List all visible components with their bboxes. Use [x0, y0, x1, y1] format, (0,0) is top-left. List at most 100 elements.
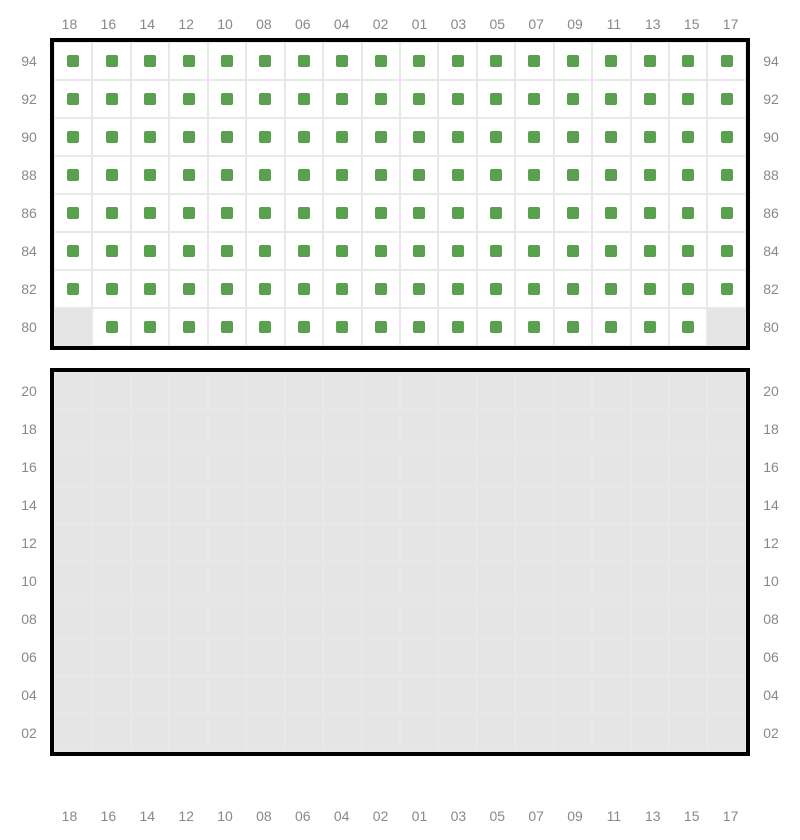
seat-available[interactable] [54, 232, 92, 270]
seat-available[interactable] [285, 270, 323, 308]
seat-available[interactable] [323, 270, 361, 308]
seat-available[interactable] [246, 80, 284, 118]
seat-available[interactable] [362, 42, 400, 80]
seat-available[interactable] [438, 194, 476, 232]
seat-available[interactable] [169, 156, 207, 194]
seat-available[interactable] [477, 194, 515, 232]
seat-available[interactable] [285, 232, 323, 270]
seat-available[interactable] [54, 118, 92, 156]
seat-available[interactable] [246, 270, 284, 308]
seat-available[interactable] [92, 156, 130, 194]
seat-available[interactable] [631, 42, 669, 80]
seat-available[interactable] [477, 118, 515, 156]
seat-available[interactable] [438, 308, 476, 346]
seat-available[interactable] [362, 156, 400, 194]
seat-available[interactable] [515, 308, 553, 346]
seat-available[interactable] [631, 80, 669, 118]
seat-available[interactable] [285, 194, 323, 232]
seat-available[interactable] [400, 118, 438, 156]
seat-available[interactable] [707, 80, 745, 118]
seat-available[interactable] [707, 42, 745, 80]
seat-available[interactable] [362, 308, 400, 346]
seat-available[interactable] [438, 42, 476, 80]
seat-available[interactable] [285, 80, 323, 118]
seat-available[interactable] [208, 80, 246, 118]
seat-available[interactable] [169, 232, 207, 270]
seat-available[interactable] [131, 42, 169, 80]
seat-available[interactable] [669, 42, 707, 80]
seat-available[interactable] [54, 42, 92, 80]
seat-available[interactable] [669, 80, 707, 118]
seat-available[interactable] [362, 232, 400, 270]
seat-available[interactable] [362, 194, 400, 232]
seat-available[interactable] [477, 308, 515, 346]
seat-available[interactable] [169, 194, 207, 232]
seat-available[interactable] [707, 156, 745, 194]
seat-available[interactable] [669, 308, 707, 346]
seat-available[interactable] [246, 156, 284, 194]
seat-available[interactable] [323, 232, 361, 270]
seat-available[interactable] [92, 80, 130, 118]
seat-available[interactable] [92, 42, 130, 80]
seat-available[interactable] [208, 194, 246, 232]
seat-available[interactable] [515, 80, 553, 118]
seat-available[interactable] [554, 156, 592, 194]
seat-available[interactable] [707, 270, 745, 308]
seat-available[interactable] [707, 118, 745, 156]
seat-available[interactable] [54, 270, 92, 308]
seat-available[interactable] [131, 270, 169, 308]
seat-available[interactable] [131, 118, 169, 156]
seat-available[interactable] [169, 118, 207, 156]
seat-available[interactable] [477, 156, 515, 194]
seat-available[interactable] [631, 118, 669, 156]
seat-available[interactable] [515, 156, 553, 194]
seat-available[interactable] [477, 42, 515, 80]
seat-available[interactable] [592, 118, 630, 156]
seat-available[interactable] [515, 194, 553, 232]
seat-available[interactable] [169, 308, 207, 346]
seat-available[interactable] [554, 232, 592, 270]
seat-available[interactable] [554, 118, 592, 156]
seat-available[interactable] [592, 308, 630, 346]
seat-available[interactable] [323, 308, 361, 346]
seat-available[interactable] [92, 232, 130, 270]
seat-available[interactable] [438, 232, 476, 270]
seat-available[interactable] [438, 118, 476, 156]
seat-available[interactable] [362, 270, 400, 308]
seat-available[interactable] [400, 270, 438, 308]
seat-available[interactable] [131, 156, 169, 194]
seat-available[interactable] [131, 80, 169, 118]
seat-available[interactable] [669, 270, 707, 308]
seat-available[interactable] [477, 80, 515, 118]
seat-available[interactable] [131, 194, 169, 232]
seat-available[interactable] [54, 80, 92, 118]
seat-available[interactable] [515, 118, 553, 156]
seat-available[interactable] [323, 118, 361, 156]
seat-available[interactable] [400, 308, 438, 346]
seat-available[interactable] [438, 156, 476, 194]
seat-available[interactable] [707, 232, 745, 270]
seat-available[interactable] [208, 270, 246, 308]
seat-available[interactable] [323, 156, 361, 194]
seat-available[interactable] [246, 308, 284, 346]
seat-available[interactable] [631, 308, 669, 346]
seat-available[interactable] [362, 80, 400, 118]
seat-available[interactable] [208, 156, 246, 194]
seat-available[interactable] [438, 80, 476, 118]
seat-available[interactable] [131, 232, 169, 270]
seat-available[interactable] [631, 194, 669, 232]
seat-available[interactable] [169, 270, 207, 308]
seat-available[interactable] [92, 118, 130, 156]
seat-available[interactable] [554, 42, 592, 80]
seat-available[interactable] [246, 194, 284, 232]
seat-available[interactable] [669, 118, 707, 156]
seat-available[interactable] [477, 232, 515, 270]
seat-available[interactable] [592, 270, 630, 308]
seat-available[interactable] [285, 42, 323, 80]
seat-available[interactable] [707, 194, 745, 232]
seat-available[interactable] [323, 194, 361, 232]
seat-available[interactable] [92, 270, 130, 308]
seat-available[interactable] [515, 270, 553, 308]
seat-available[interactable] [208, 232, 246, 270]
seat-available[interactable] [246, 232, 284, 270]
